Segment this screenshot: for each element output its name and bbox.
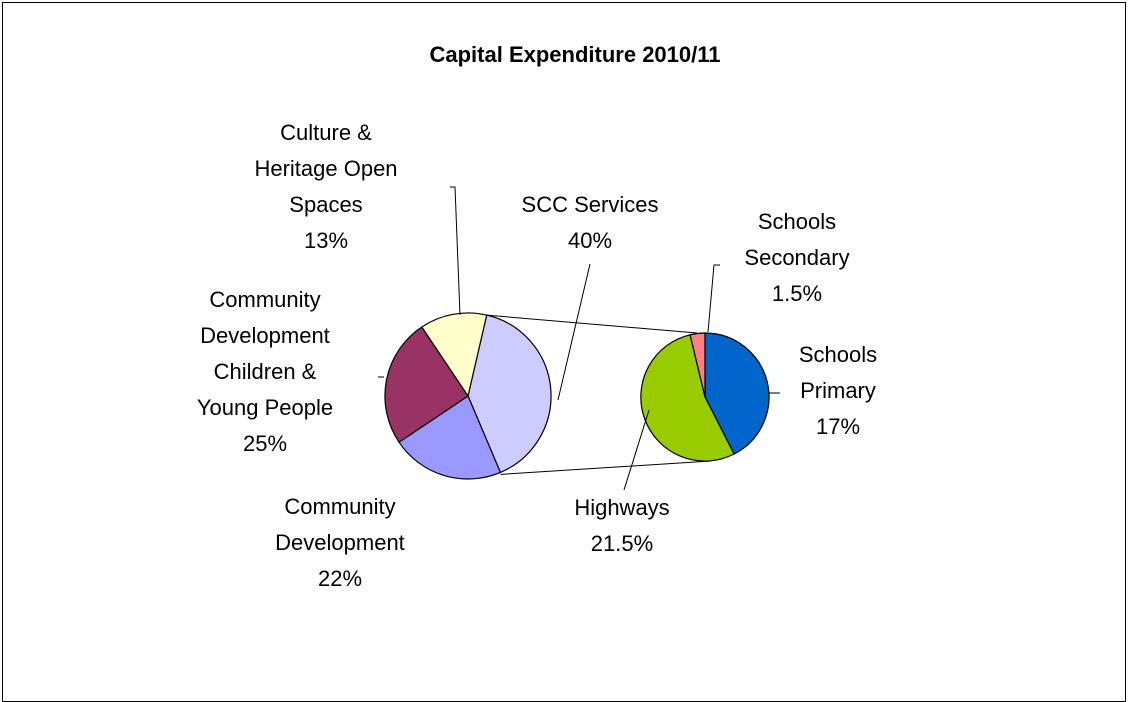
leader-line-culture-heritage-open-spaces bbox=[450, 186, 461, 316]
data-label-community-development-line: Community bbox=[284, 494, 395, 519]
data-label-schools-primary-line: 17% bbox=[816, 414, 860, 439]
data-label-community-development-children-young-people-line: 25% bbox=[243, 431, 287, 456]
data-label-culture-heritage-open-spaces-line: Heritage Open bbox=[254, 156, 397, 181]
main-pie bbox=[384, 312, 552, 480]
data-label-community-development-children-young-people-line: Development bbox=[200, 323, 330, 348]
data-label-culture-heritage-open-spaces-line: Culture & bbox=[280, 120, 372, 145]
data-label-culture-heritage-open-spaces-line: 13% bbox=[304, 228, 348, 253]
data-label-highways-line: 21.5% bbox=[591, 531, 653, 556]
data-label-community-development-line: Development bbox=[275, 530, 405, 555]
leader-line-highways bbox=[623, 409, 650, 491]
data-label-highways-line: Highways bbox=[574, 495, 669, 520]
secondary-slice-schools-primary bbox=[704, 332, 770, 455]
data-label-culture-heritage-open-spaces-line: Spaces bbox=[289, 192, 362, 217]
leader-line-scc-services bbox=[557, 263, 591, 401]
main-slice-community-development bbox=[398, 395, 502, 480]
data-label-culture-heritage-open-spaces: Culture & Heritage Open Spaces 13% bbox=[254, 120, 397, 253]
data-label-schools-primary: Schools Primary 17% bbox=[799, 342, 877, 439]
data-label-schools-primary-line: Schools bbox=[799, 342, 877, 367]
data-labels: SCC Services 40%Community Development 22%Co… bbox=[197, 120, 877, 591]
connector-line-top bbox=[486, 314, 698, 334]
main-slice-community-development-children-young-people bbox=[384, 326, 469, 444]
chart-title: Capital Expenditure 2010/11 bbox=[429, 42, 720, 67]
data-label-community-development-children-young-people: Community Development Children & Young Peop… bbox=[197, 287, 333, 456]
data-label-schools-secondary-line: Secondary bbox=[744, 245, 849, 270]
main-slice-scc-services bbox=[467, 314, 552, 474]
secondary-slice-schools-secondary bbox=[689, 332, 706, 398]
secondary-pie bbox=[640, 332, 770, 462]
main-slice-culture-heritage-open-spaces bbox=[420, 312, 488, 398]
data-label-scc-services-line: 40% bbox=[568, 228, 612, 253]
data-label-highways: Highways 21.5% bbox=[574, 495, 669, 556]
leader-lines bbox=[378, 186, 780, 491]
secondary-slice-highways bbox=[640, 334, 735, 462]
data-label-schools-secondary-line: Schools bbox=[758, 209, 836, 234]
connector-lines bbox=[486, 314, 712, 475]
data-label-community-development-children-young-people-line: Children & bbox=[214, 359, 317, 384]
data-label-scc-services-line: SCC Services bbox=[522, 192, 659, 217]
data-label-community-development-children-young-people-line: Young People bbox=[197, 395, 333, 420]
data-label-community-development-children-young-people-line: Community bbox=[209, 287, 320, 312]
leader-line-schools-secondary bbox=[707, 264, 720, 333]
data-label-community-development-line: 22% bbox=[318, 566, 362, 591]
data-label-community-development: Community Development 22% bbox=[275, 494, 405, 591]
data-label-scc-services: SCC Services 40% bbox=[522, 192, 659, 253]
connector-line-bottom bbox=[500, 460, 712, 475]
data-label-schools-primary-line: Primary bbox=[800, 378, 876, 403]
data-label-schools-secondary-line: 1.5% bbox=[772, 281, 822, 306]
data-label-schools-secondary: Schools Secondary 1.5% bbox=[744, 209, 849, 306]
